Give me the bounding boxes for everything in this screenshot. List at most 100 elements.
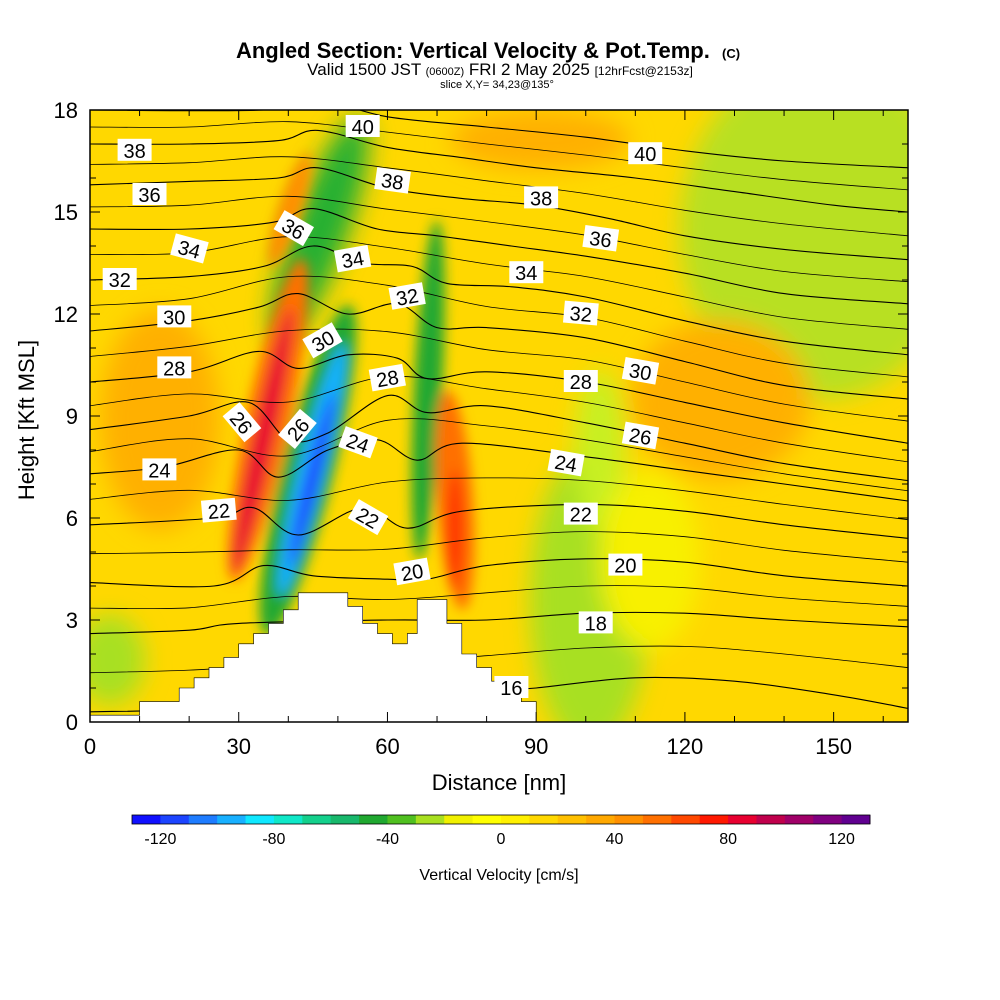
isentrope-label: 22: [563, 502, 598, 527]
x-tick-label: 60: [375, 734, 399, 759]
isentrope-label-text: 28: [570, 372, 592, 394]
colorbar-swatch: [699, 815, 729, 824]
isentrope-label-text: 34: [515, 263, 537, 285]
isentrope-intermediate: [90, 375, 908, 463]
isentrope-label: 32: [562, 300, 599, 327]
isentrope-label: 18: [578, 611, 613, 635]
terrain-mask: [90, 592, 537, 722]
field-updraft-core: [233, 307, 293, 573]
isentrope-label: 36: [582, 224, 620, 253]
y-tick-label: 18: [54, 98, 78, 123]
colorbar-swatch: [359, 815, 388, 824]
x-axis: 0 30 60 90 120 150: [84, 110, 884, 759]
colorbar-swatch: [501, 815, 530, 824]
isentrope-label: 24: [142, 458, 177, 482]
isentrope-label-text: 40: [634, 144, 656, 166]
isentrope-intermediate: [90, 236, 908, 330]
isentrope-intermediate: [90, 275, 908, 378]
colorbar-swatch: [273, 815, 303, 824]
isentrope-intermediate: [90, 195, 908, 283]
isentrope-label-box: [509, 261, 544, 284]
colorbar-swatch: [529, 815, 559, 824]
svg-text:Valid 1500 JST (0600Z): Valid 1500 JST (0600Z) FRI 2 May 2025 [1…: [307, 60, 693, 79]
isentrope-label-text: 20: [614, 556, 636, 578]
isentrope-label-box: [368, 363, 406, 392]
isentrope-24: [90, 438, 908, 502]
isentrope-22: [90, 503, 908, 539]
isentrope-label: 38: [374, 167, 411, 195]
isentrope-label: 34: [170, 233, 209, 264]
isentrope-label-box: [608, 553, 643, 576]
colorbar-swatch: [756, 815, 786, 824]
isentrope-label-box: [278, 408, 317, 450]
isentrope-label-text: 30: [163, 307, 185, 329]
field-updraft-secondary-core: [447, 470, 463, 590]
isentrope-label-box: [388, 282, 426, 310]
y-tick-label: 6: [66, 506, 78, 531]
colorbar-swatch: [330, 815, 360, 824]
isentrope-18: [90, 611, 908, 635]
plot-area: 3836343230282422263630264038343228242220…: [90, 110, 908, 722]
colorbar-tick-label: 40: [606, 831, 624, 848]
chart-title: Angled Section: Vertical Velocity & Pot.…: [236, 38, 710, 63]
y-tick-label: 9: [66, 404, 78, 429]
isentrope-label-box: [170, 233, 209, 264]
isentrope-32: [90, 245, 908, 356]
isentrope-labels: 3836343230282422263630264038343228242220…: [102, 115, 663, 700]
colorbar-swatch: [132, 815, 161, 824]
isentrope-label: 30: [157, 305, 192, 329]
colorbar-swatch: [813, 815, 843, 824]
isentrope-label-text: 28: [375, 367, 401, 393]
valid-prefix: Valid 1500 JST: [307, 60, 421, 79]
slice-info: slice X,Y= 34,23@135°: [440, 79, 554, 91]
isentrope-label-box: [132, 183, 167, 205]
colorbar-swatch: [387, 815, 417, 824]
isentrope-intermediate: [90, 477, 908, 521]
y-tick-label: 3: [66, 608, 78, 633]
isentrope-intermediate: [90, 328, 908, 422]
isentrope-label-box: [374, 167, 411, 194]
field-ascent-right: [630, 320, 810, 480]
forecast-tag: [12hrFcst@2153z]: [595, 64, 693, 78]
colorbar-tick-label: -120: [144, 831, 176, 848]
isentrope-30: [90, 293, 908, 400]
colorbar-swatch: [586, 815, 616, 824]
colorbar-frame: [131, 814, 871, 825]
colorbar-tick-label: -40: [376, 831, 399, 848]
isentrope-label-text: 40: [352, 117, 374, 139]
colorbar-tick-label: 120: [828, 831, 855, 848]
isentrope-label: 38: [117, 138, 152, 163]
isentrope-intermediate: [90, 531, 908, 563]
colorbar-swatch: [728, 815, 757, 824]
isentrope-34: [90, 208, 908, 305]
colorbar-swatch: [302, 815, 332, 824]
isentrope-label-box: [117, 138, 152, 161]
x-axis-label: Distance [nm]: [432, 770, 567, 795]
isentrope-label-text: 28: [163, 358, 185, 380]
isentrope-intermediate: [90, 156, 908, 237]
isentrope-label-text: 38: [123, 141, 145, 163]
colorbar-swatch: [784, 815, 814, 824]
colorbar-swatch: [415, 815, 445, 824]
isentrope-36: [90, 167, 908, 261]
isentrope-label: 16: [494, 676, 529, 700]
valid-zulu: (0600Z): [426, 66, 465, 78]
isentrope-label-text: 34: [340, 248, 366, 274]
isentrope-label: 34: [509, 261, 544, 285]
field-weak-descent-lower-left: [90, 615, 145, 705]
colorbar-tick-label: 80: [719, 831, 737, 848]
isentrope-intermediate: [90, 121, 908, 191]
colorbar-swatch: [188, 815, 218, 824]
isentrope-label: 26: [621, 421, 660, 451]
isentrope-label-box: [578, 611, 613, 634]
colorbar-swatch: [642, 815, 672, 824]
isentrope-label-text: 26: [627, 425, 653, 451]
isentrope-label-box: [621, 357, 660, 385]
isentrope-label-box: [582, 224, 620, 252]
isentrope-label-box: [524, 186, 559, 209]
isentrope-label: 34: [333, 244, 372, 274]
isentrope-label-box: [621, 421, 660, 450]
x-tick-label: 150: [815, 734, 852, 759]
isentrope-label-text: 32: [395, 285, 421, 311]
